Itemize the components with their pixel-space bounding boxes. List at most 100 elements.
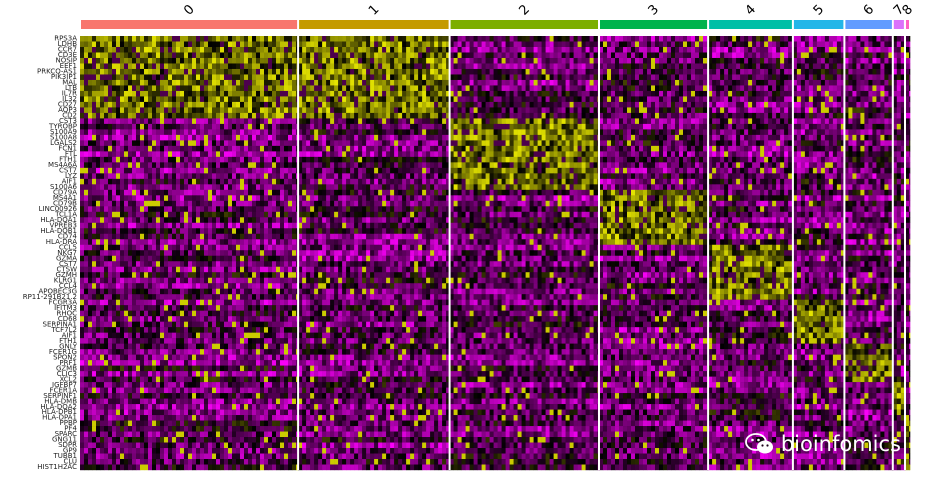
heatmap-cell [623, 69, 627, 75]
heatmap-cell [390, 41, 394, 47]
heatmap-cell [868, 63, 872, 69]
heatmap-cell [358, 63, 362, 69]
heatmap-cell [458, 63, 462, 69]
heatmap-cell [318, 129, 322, 135]
heatmap-cell [116, 151, 120, 157]
heatmap-cell [805, 69, 809, 75]
heatmap-cell [310, 36, 314, 42]
heatmap-cell [570, 41, 574, 47]
heatmap-cell [809, 157, 813, 163]
heatmap-cell [228, 74, 232, 80]
heatmap-cell [643, 85, 647, 91]
heatmap-cell [813, 41, 817, 47]
heatmap-cell [132, 41, 136, 47]
heatmap-cell [611, 140, 615, 146]
heatmap-cell [216, 157, 220, 163]
heatmap-cell [394, 151, 398, 157]
heatmap-cell [264, 85, 268, 91]
heatmap-cell [354, 58, 358, 64]
heatmap-cell [378, 124, 382, 130]
heatmap-cell [554, 118, 558, 124]
heatmap-cell [244, 96, 248, 102]
heatmap-cell [100, 135, 104, 141]
heatmap-cell [478, 63, 482, 69]
heatmap-cell [494, 118, 498, 124]
heatmap-cell [346, 91, 350, 97]
heatmap-cell [538, 151, 542, 157]
heatmap-cell [196, 74, 200, 80]
heatmap-cell [623, 102, 627, 108]
heatmap-cell [140, 146, 144, 152]
heatmap-cell [152, 107, 156, 113]
heatmap-cell [667, 52, 671, 58]
heatmap-cell [498, 80, 502, 86]
heatmap-cell [302, 91, 306, 97]
heatmap-cell [474, 36, 478, 42]
heatmap-cell [390, 69, 394, 75]
heatmap-cell [318, 85, 322, 91]
heatmap-cell [434, 52, 438, 58]
heatmap-cell [208, 63, 212, 69]
heatmap-cell [586, 124, 590, 130]
heatmap-cell [659, 41, 663, 47]
heatmap-cell [538, 129, 542, 135]
heatmap-cell [780, 63, 784, 69]
heatmap-cell [406, 118, 410, 124]
heatmap-cell [546, 151, 550, 157]
heatmap-cell [526, 80, 530, 86]
heatmap-cell [284, 129, 288, 135]
heatmap-cell [196, 80, 200, 86]
heatmap-cell [244, 129, 248, 135]
heatmap-cell [84, 91, 88, 97]
heatmap-cell [260, 135, 264, 141]
heatmap-cell [236, 151, 240, 157]
heatmap-cell [438, 146, 442, 152]
heatmap-cell [394, 102, 398, 108]
heatmap-cell [164, 129, 168, 135]
heatmap-cell [570, 91, 574, 97]
heatmap-cell [370, 74, 374, 80]
heatmap-cell [292, 52, 296, 58]
heatmap-cell [152, 63, 156, 69]
heatmap-cell [490, 107, 494, 113]
heatmap-cell [100, 118, 104, 124]
heatmap-cell [474, 146, 478, 152]
heatmap-cell [776, 102, 780, 108]
heatmap-cell [172, 63, 176, 69]
heatmap-cell [136, 146, 140, 152]
heatmap-cell [619, 102, 623, 108]
heatmap-cell [260, 63, 264, 69]
heatmap-cell [639, 36, 643, 42]
heatmap-cell [220, 146, 224, 152]
heatmap-cell [322, 74, 326, 80]
heatmap-cell [856, 124, 860, 130]
heatmap-cell [442, 107, 446, 113]
heatmap-cell [96, 113, 100, 119]
heatmap-cell [156, 69, 160, 75]
heatmap-cell [848, 91, 852, 97]
heatmap-cell [454, 41, 458, 47]
heatmap-cell [184, 135, 188, 141]
heatmap-cell [538, 140, 542, 146]
heatmap-cell [92, 151, 96, 157]
heatmap-cell [470, 140, 474, 146]
heatmap-cell [909, 124, 910, 130]
heatmap-cell [358, 151, 362, 157]
heatmap-cell [306, 69, 310, 75]
heatmap-cell [603, 52, 607, 58]
heatmap-cell [486, 41, 490, 47]
heatmap-cell [220, 80, 224, 86]
heatmap-cell [462, 102, 466, 108]
heatmap-cell [534, 157, 538, 163]
heatmap-cell [116, 118, 120, 124]
heatmap-cell [422, 162, 426, 168]
heatmap-cell [244, 162, 248, 168]
heatmap-cell [776, 96, 780, 102]
heatmap-cell [164, 124, 168, 130]
heatmap-cell [631, 85, 635, 91]
heatmap-cell [434, 63, 438, 69]
heatmap-cell [852, 140, 856, 146]
heatmap-cell [310, 135, 314, 141]
heatmap-cell [687, 74, 691, 80]
heatmap-cell [526, 41, 530, 47]
